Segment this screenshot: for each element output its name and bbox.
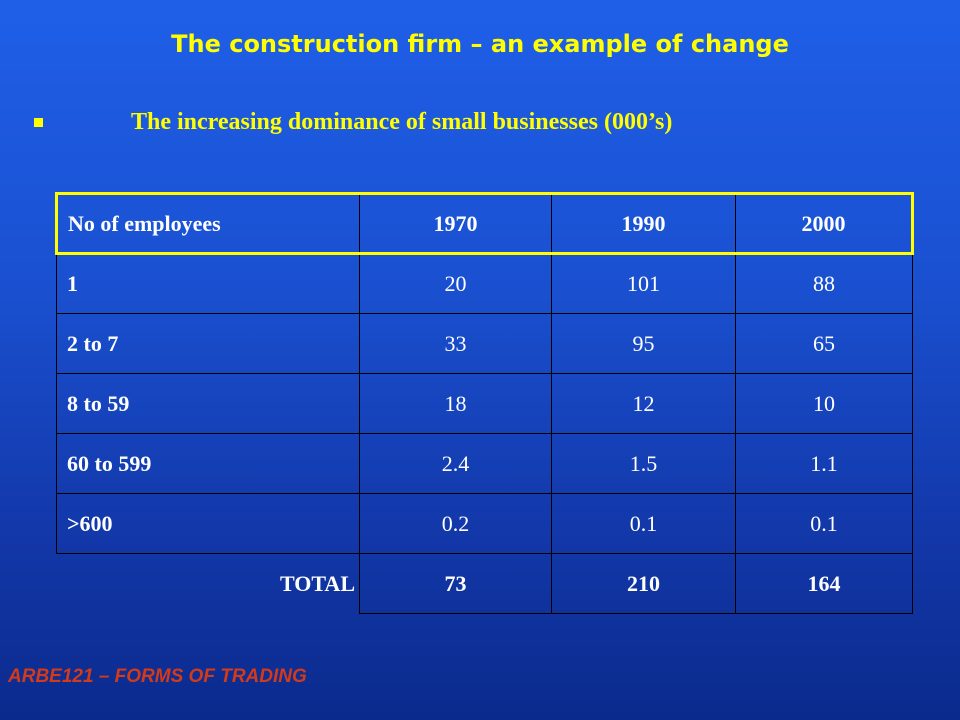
table-row: >600 0.2 0.1 0.1	[56, 493, 913, 554]
total-1990: 210	[551, 553, 736, 614]
cell-2000: 10	[735, 373, 913, 434]
table-header-row: No of employees 1970 1990 2000	[55, 192, 914, 255]
cell-1970: 18	[359, 373, 552, 434]
cell-2000: 88	[735, 253, 913, 314]
cell-1990: 0.1	[551, 493, 736, 554]
total-label: TOTAL	[56, 553, 360, 614]
slide-title: The construction firm – an example of ch…	[171, 30, 789, 58]
cell-2000: 65	[735, 313, 913, 374]
slide-subtitle: The increasing dominance of small busine…	[131, 108, 673, 135]
table-total-row: TOTAL 73 210 164	[56, 553, 913, 614]
row-label: 2 to 7	[56, 313, 360, 374]
cell-1970: 0.2	[359, 493, 552, 554]
row-label: >600	[56, 493, 360, 554]
square-bullet-icon	[34, 117, 43, 127]
employees-table: No of employees 1970 1990 2000 1 20 101 …	[55, 192, 914, 614]
table-row: 8 to 59 18 12 10	[56, 373, 913, 434]
subtitle-bullet-row: The increasing dominance of small busine…	[34, 106, 672, 138]
cell-2000: 0.1	[735, 493, 913, 554]
row-label: 8 to 59	[56, 373, 360, 434]
header-cell-1990: 1990	[551, 192, 736, 255]
cell-1990: 1.5	[551, 433, 736, 494]
header-cell-employees: No of employees	[55, 192, 360, 255]
header-cell-2000: 2000	[735, 192, 914, 255]
row-label: 60 to 599	[56, 433, 360, 494]
cell-1970: 20	[359, 253, 552, 314]
cell-1970: 33	[359, 313, 552, 374]
table-row: 1 20 101 88	[56, 253, 913, 314]
header-cell-1970: 1970	[359, 192, 552, 255]
table-row: 60 to 599 2.4 1.5 1.1	[56, 433, 913, 494]
cell-2000: 1.1	[735, 433, 913, 494]
cell-1990: 95	[551, 313, 736, 374]
course-footer: ARBE121 – FORMS OF TRADING	[8, 666, 307, 687]
cell-1990: 101	[551, 253, 736, 314]
total-2000: 164	[735, 553, 913, 614]
total-1970: 73	[359, 553, 552, 614]
cell-1990: 12	[551, 373, 736, 434]
cell-1970: 2.4	[359, 433, 552, 494]
row-label: 1	[56, 253, 360, 314]
table-row: 2 to 7 33 95 65	[56, 313, 913, 374]
